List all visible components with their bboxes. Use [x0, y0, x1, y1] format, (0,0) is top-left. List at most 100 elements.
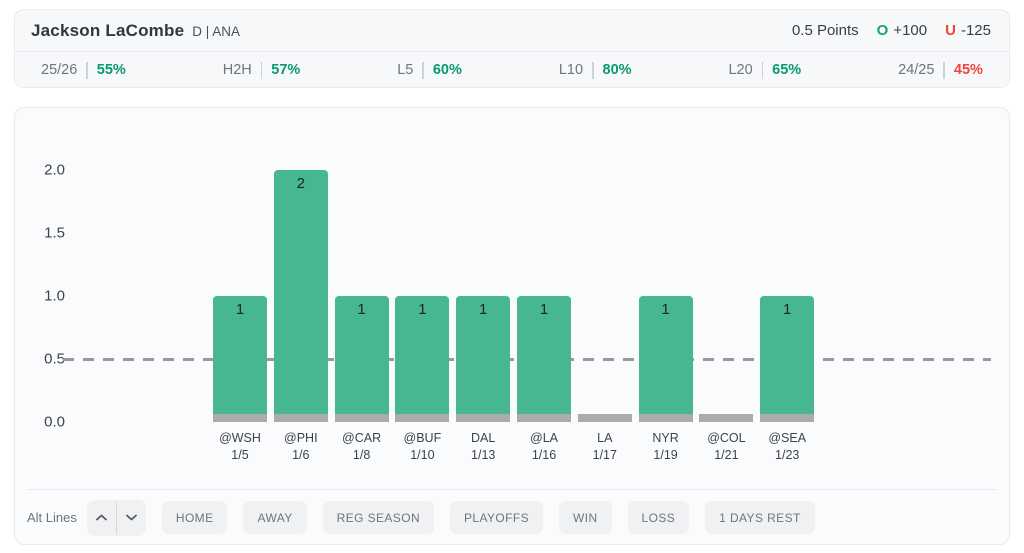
- stat-value: 45%: [953, 62, 983, 78]
- bar-at-wsh[interactable]: 1: [213, 296, 267, 422]
- filter-button-win[interactable]: WIN: [559, 501, 612, 534]
- player-name: Jackson LaCombe: [31, 20, 185, 40]
- bar-value-label: 1: [539, 301, 549, 318]
- x-axis-label-at-car: @CAR 1/8: [322, 430, 402, 464]
- filter-button-away[interactable]: AWAY: [243, 501, 307, 534]
- filter-button-loss[interactable]: LOSS: [627, 501, 690, 534]
- game-date-label: 1/6: [292, 448, 310, 462]
- stat-value: 65%: [772, 62, 802, 78]
- under-indicator: U: [945, 22, 956, 39]
- y-axis-tick-1.0: 1.0: [44, 287, 65, 305]
- stat-item-l20: L20 65%: [728, 61, 802, 79]
- game-date-label: 1/5: [231, 448, 249, 462]
- bar-dal[interactable]: 1: [456, 296, 511, 422]
- y-axis-tick-0.0: 0.0: [44, 413, 65, 431]
- game-date-label: 1/16: [531, 448, 557, 462]
- stepper-separator: [115, 501, 117, 534]
- bar-value-label: 1: [783, 301, 792, 318]
- filter-button-home[interactable]: HOME: [161, 501, 228, 534]
- stat-item-l5: L5 60%: [397, 61, 462, 79]
- under-odds[interactable]: U -125: [945, 22, 991, 39]
- stat-divider: [592, 61, 594, 79]
- stat-item-l10: L10 80%: [558, 61, 632, 79]
- bar-base-at-sea: [760, 414, 815, 422]
- bar-value-label: 1: [357, 301, 366, 318]
- bar-nyr[interactable]: 1: [638, 296, 693, 422]
- alt-line-up-button[interactable]: [86, 499, 116, 536]
- bar-value-label: 1: [418, 301, 427, 318]
- opponent-label: LA: [597, 431, 613, 445]
- odds-block: 0.5 Points O +100 U -125: [792, 22, 991, 39]
- stat-divider: [943, 61, 945, 79]
- game-date-label: 1/19: [653, 448, 678, 462]
- x-axis-label-la: LA 1/17: [565, 430, 645, 464]
- bar-chart: 2.0 1.5 1.0 0.5 0.0 1 @WSH 1/5 2 @PHI 1/6 1 @CAR 1/8 1…: [15, 108, 1009, 489]
- alt-lines-label: Alt Lines: [27, 510, 77, 525]
- over-odds-value: +100: [893, 22, 928, 39]
- game-date-label: 1/17: [592, 448, 617, 462]
- player-identity: Jackson LaCombe D | ANA: [31, 21, 240, 41]
- opponent-label: @CAR: [342, 431, 382, 445]
- filter-button-1-days-rest[interactable]: 1 DAYS REST: [705, 501, 815, 534]
- bar-base-at-car: [334, 414, 389, 422]
- under-odds-value: -125: [960, 22, 991, 39]
- x-axis-label-at-la: @LA 1/16: [504, 430, 584, 464]
- bar-at-la[interactable]: 1: [517, 296, 571, 422]
- stat-divider: [260, 61, 263, 79]
- x-axis-label-at-buf: @BUF 1/10: [382, 430, 462, 464]
- game-date-label: 1/10: [410, 448, 435, 462]
- alt-line-down-button[interactable]: [116, 499, 146, 536]
- stat-item-24-25: 24/25 45%: [898, 61, 983, 79]
- bar-base-at-col[interactable]: [699, 414, 754, 422]
- stat-divider: [86, 61, 88, 79]
- chart-controls-row: Alt Lines HOME AWAY REG SEASON PLAYOFFS WIN L…: [15, 490, 1009, 545]
- stat-label: L10: [558, 62, 584, 78]
- y-axis-tick-1.5: 1.5: [44, 224, 65, 242]
- stat-label: L20: [728, 62, 753, 78]
- stat-divider: [761, 61, 764, 79]
- stat-item-h2h: H2H 57%: [223, 61, 300, 79]
- game-log-chart-card: 2.0 1.5 1.0 0.5 0.0 1 @WSH 1/5 2 @PHI 1/6 1 @CAR 1/8 1…: [14, 107, 1010, 545]
- opponent-label: @SEA: [768, 431, 807, 445]
- over-odds[interactable]: O +100: [877, 22, 927, 39]
- stat-label: 25/26: [41, 62, 78, 78]
- game-date-label: 1/21: [714, 448, 739, 462]
- bar-base-la[interactable]: [577, 414, 632, 422]
- bar-at-phi[interactable]: 2: [273, 170, 328, 422]
- hit-rate-stats-row: 25/26 55% H2H 57% L5 60% L10 80% L20 65% 24/25 45%: [15, 52, 1009, 88]
- bar-value-label: 2: [296, 175, 305, 192]
- x-axis-label-at-sea: @SEA 1/23: [747, 430, 827, 464]
- opponent-label: @BUF: [403, 431, 442, 445]
- stat-value: 55%: [96, 62, 126, 78]
- opponent-label: @WSH: [219, 431, 261, 445]
- player-header: Jackson LaCombe D | ANA 0.5 Points O +10…: [15, 10, 1009, 51]
- game-date-label: 1/23: [775, 448, 800, 462]
- bar-base-at-phi: [273, 414, 328, 422]
- header-stats-divider: [15, 51, 1009, 52]
- opponent-label: DAL: [471, 431, 496, 445]
- bar-at-buf[interactable]: 1: [395, 296, 450, 422]
- opponent-label: NYR: [652, 431, 679, 445]
- stat-divider: [422, 61, 424, 79]
- x-axis-label-at-wsh: @WSH 1/5: [200, 430, 280, 464]
- game-date-label: 1/8: [352, 448, 371, 462]
- bar-base-nyr: [638, 414, 693, 422]
- stat-value: 80%: [602, 62, 632, 78]
- bar-base-at-buf: [395, 414, 450, 422]
- x-axis-label-nyr: NYR 1/19: [626, 430, 706, 464]
- bar-base-at-la: [517, 414, 571, 422]
- bar-at-car[interactable]: 1: [334, 296, 389, 422]
- alt-lines-stepper: [86, 499, 146, 536]
- filter-button-reg-season[interactable]: REG SEASON: [322, 501, 435, 534]
- filter-button-playoffs[interactable]: PLAYOFFS: [450, 501, 544, 534]
- bar-value-label: 1: [479, 301, 488, 318]
- player-position-team: D | ANA: [192, 23, 241, 39]
- x-axis-label-at-col: @COL 1/21: [686, 430, 766, 464]
- chevron-down-icon: [125, 514, 137, 521]
- bar-at-sea[interactable]: 1: [760, 296, 815, 422]
- game-date-label: 1/13: [471, 448, 496, 462]
- player-prop-card: Jackson LaCombe D | ANA 0.5 Points O +10…: [14, 9, 1010, 88]
- stat-label: 24/25: [898, 62, 935, 78]
- x-axis-label-at-phi: @PHI 1/6: [261, 430, 341, 464]
- stat-label: L5: [397, 62, 414, 78]
